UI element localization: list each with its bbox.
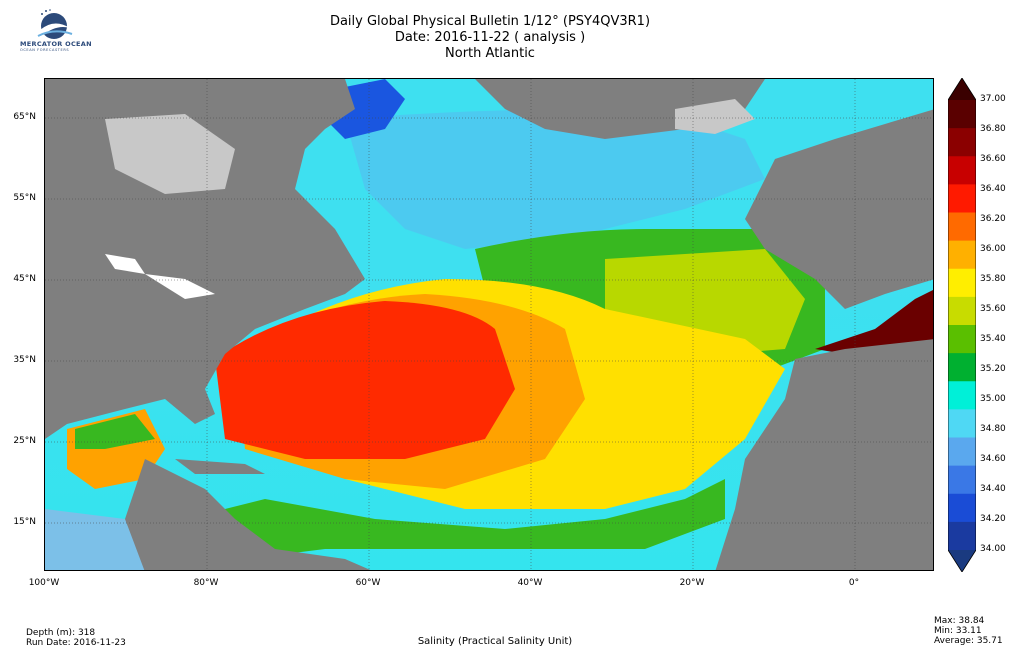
colorbar-band: [948, 521, 976, 551]
title-line-2: Date: 2016-11-22 ( analysis ): [394, 30, 586, 45]
colorbar-band: [948, 184, 976, 213]
africa-land: [715, 339, 933, 570]
lon-tick: 20°W: [679, 578, 705, 588]
chart-title: Daily Global Physical Bulletin 1/12° (PS…: [290, 14, 690, 62]
lat-tick: 25°N: [13, 436, 36, 446]
colorbar-band: [948, 493, 976, 523]
colorbar-tick-label: 36.20: [980, 214, 1006, 224]
colorbar-tick-label: 37.00: [980, 94, 1006, 104]
min-label: Min: 33.11: [934, 626, 982, 636]
colorbar-band: [948, 156, 976, 185]
colorbar-tick-label: 34.80: [980, 424, 1006, 434]
pacific-fresh: [45, 509, 164, 570]
colorbar-tick-label: 34.40: [980, 484, 1006, 494]
subtropical-red-core: [215, 301, 515, 459]
gulf-green: [75, 414, 155, 449]
lat-tick: 35°N: [13, 355, 36, 365]
map-canvas: [45, 79, 933, 570]
lat-tick: 15°N: [13, 517, 36, 527]
colorbar-tick-label: 36.80: [980, 124, 1006, 134]
lon-tick: 40°W: [517, 578, 543, 588]
colorbar-tick-label: 35.80: [980, 274, 1006, 284]
colorbar-tick-label: 35.00: [980, 394, 1006, 404]
colorbar-min-arrow: [948, 550, 976, 572]
southern-green-band: [185, 479, 725, 559]
variable-label: Salinity (Practical Salinity Unit): [417, 636, 573, 647]
run-date-label: Run Date: 2016-11-23: [26, 638, 126, 648]
colorbar-band: [948, 325, 976, 354]
colorbar-band: [948, 381, 976, 410]
max-label: Max: 38.84: [934, 616, 985, 626]
colorbar-band: [948, 409, 976, 438]
colorbar-band: [948, 268, 976, 298]
colorbar-band: [948, 100, 976, 129]
colorbar-tick-label: 36.60: [980, 154, 1006, 164]
colorbar-band: [948, 437, 976, 467]
colorbar-tick-label: 35.60: [980, 304, 1006, 314]
colorbar-tick-label: 35.40: [980, 334, 1006, 344]
colorbar-tick-label: 34.00: [980, 544, 1006, 554]
title-line-3: North Atlantic: [445, 46, 535, 61]
colorbar-tick-label: 35.20: [980, 364, 1006, 374]
central-america-land: [125, 459, 371, 570]
great-lakes: [105, 254, 145, 274]
lat-tick: 55°N: [13, 193, 36, 203]
colorbar-band: [948, 212, 976, 242]
graticule: [45, 79, 933, 570]
footer-metadata: Depth (m): 318 Run Date: 2016-11-23: [26, 628, 126, 648]
colorbar-max-arrow: [948, 78, 976, 100]
footer-stats: Max: 38.84 Min: 33.11 Average: 35.71: [934, 616, 1003, 646]
colorbar: [947, 77, 977, 573]
europe-land: [745, 109, 933, 309]
colorbar-band: [948, 296, 976, 326]
average-label: Average: 35.71: [934, 636, 1003, 646]
logo-subtitle: OCEAN FORECASTERS: [20, 48, 70, 52]
mercator-ocean-logo: [37, 9, 73, 39]
depth-label: Depth (m): 318: [26, 628, 96, 638]
cuba: [175, 459, 265, 474]
colorbar-band: [948, 353, 976, 382]
colorbar-tick-label: 34.20: [980, 514, 1006, 524]
colorbar-tick-label: 36.40: [980, 184, 1006, 194]
lat-tick: 45°N: [13, 274, 36, 284]
logo-name: MERCATOR OCEAN: [20, 40, 92, 48]
colorbar-tick-label: 36.00: [980, 244, 1006, 254]
iceland: [675, 99, 755, 134]
salinity-map: [44, 78, 934, 571]
colorbar-band: [948, 465, 976, 495]
hudson-bay-ice: [105, 114, 235, 194]
mediterranean-outflow: [815, 290, 933, 354]
title-line-1: Daily Global Physical Bulletin 1/12° (PS…: [329, 14, 651, 29]
colorbar-band: [948, 128, 976, 157]
lon-tick: 80°W: [193, 578, 219, 588]
lat-tick: 65°N: [13, 112, 36, 122]
lon-tick: 0°: [848, 578, 860, 588]
north-atlantic-low-salinity: [345, 109, 765, 249]
colorbar-tick-label: 34.60: [980, 454, 1006, 464]
colorbar-band: [948, 240, 976, 270]
lon-tick: 100°W: [28, 578, 60, 588]
colorbar-svg: [947, 77, 977, 573]
lon-tick: 60°W: [355, 578, 381, 588]
